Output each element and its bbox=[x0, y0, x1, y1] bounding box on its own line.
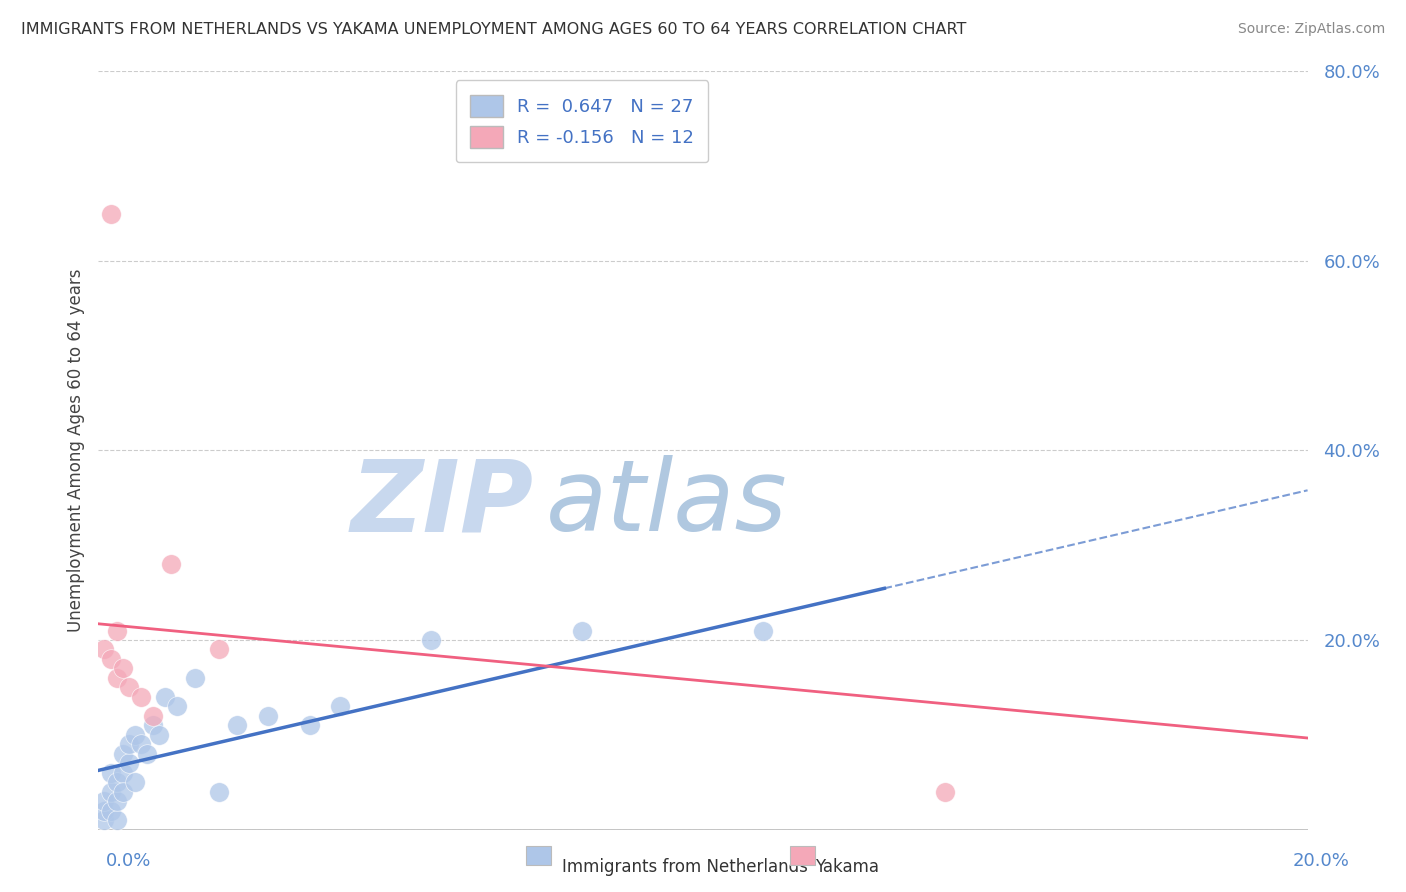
Legend: R =  0.647   N = 27, R = -0.156   N = 12: R = 0.647 N = 27, R = -0.156 N = 12 bbox=[456, 80, 709, 162]
Point bbox=[100, 785, 122, 799]
Point bbox=[118, 737, 141, 751]
Point bbox=[93, 813, 115, 827]
Point bbox=[752, 624, 775, 638]
Point bbox=[93, 794, 115, 808]
Text: ZIP: ZIP bbox=[350, 455, 534, 552]
Text: 0.0%: 0.0% bbox=[105, 852, 150, 870]
Text: IMMIGRANTS FROM NETHERLANDS VS YAKAMA UNEMPLOYMENT AMONG AGES 60 TO 64 YEARS COR: IMMIGRANTS FROM NETHERLANDS VS YAKAMA UN… bbox=[21, 22, 966, 37]
Text: Source: ZipAtlas.com: Source: ZipAtlas.com bbox=[1237, 22, 1385, 37]
Point bbox=[129, 737, 152, 751]
Point bbox=[124, 775, 146, 789]
Point bbox=[208, 642, 231, 657]
Point bbox=[226, 718, 249, 732]
Point bbox=[129, 690, 152, 704]
Y-axis label: Unemployment Among Ages 60 to 64 years: Unemployment Among Ages 60 to 64 years bbox=[66, 268, 84, 632]
Point bbox=[105, 624, 128, 638]
Point bbox=[100, 804, 122, 818]
Point bbox=[118, 756, 141, 771]
Point bbox=[105, 794, 128, 808]
Point bbox=[124, 728, 146, 742]
Text: Yakama: Yakama bbox=[815, 858, 880, 876]
Point bbox=[299, 718, 322, 732]
Point bbox=[105, 671, 128, 685]
Point bbox=[111, 785, 134, 799]
Point bbox=[93, 642, 115, 657]
Point bbox=[571, 624, 593, 638]
Point bbox=[329, 699, 352, 714]
Point bbox=[100, 206, 122, 220]
Point bbox=[934, 785, 956, 799]
Point bbox=[153, 690, 176, 704]
Point bbox=[105, 775, 128, 789]
Point bbox=[166, 699, 188, 714]
Point bbox=[100, 765, 122, 780]
Text: 20.0%: 20.0% bbox=[1294, 852, 1350, 870]
Point bbox=[148, 728, 170, 742]
Point bbox=[118, 681, 141, 695]
Point bbox=[105, 813, 128, 827]
Point bbox=[184, 671, 207, 685]
Text: Immigrants from Netherlands: Immigrants from Netherlands bbox=[562, 858, 808, 876]
Point bbox=[142, 718, 165, 732]
Point bbox=[111, 661, 134, 675]
Point bbox=[142, 708, 165, 723]
Point bbox=[111, 765, 134, 780]
Point bbox=[93, 804, 115, 818]
Point bbox=[256, 708, 278, 723]
Point bbox=[111, 747, 134, 761]
Point bbox=[420, 633, 443, 648]
Point bbox=[208, 785, 231, 799]
Point bbox=[100, 652, 122, 666]
Text: atlas: atlas bbox=[546, 455, 787, 552]
Point bbox=[160, 557, 183, 572]
Point bbox=[135, 747, 157, 761]
